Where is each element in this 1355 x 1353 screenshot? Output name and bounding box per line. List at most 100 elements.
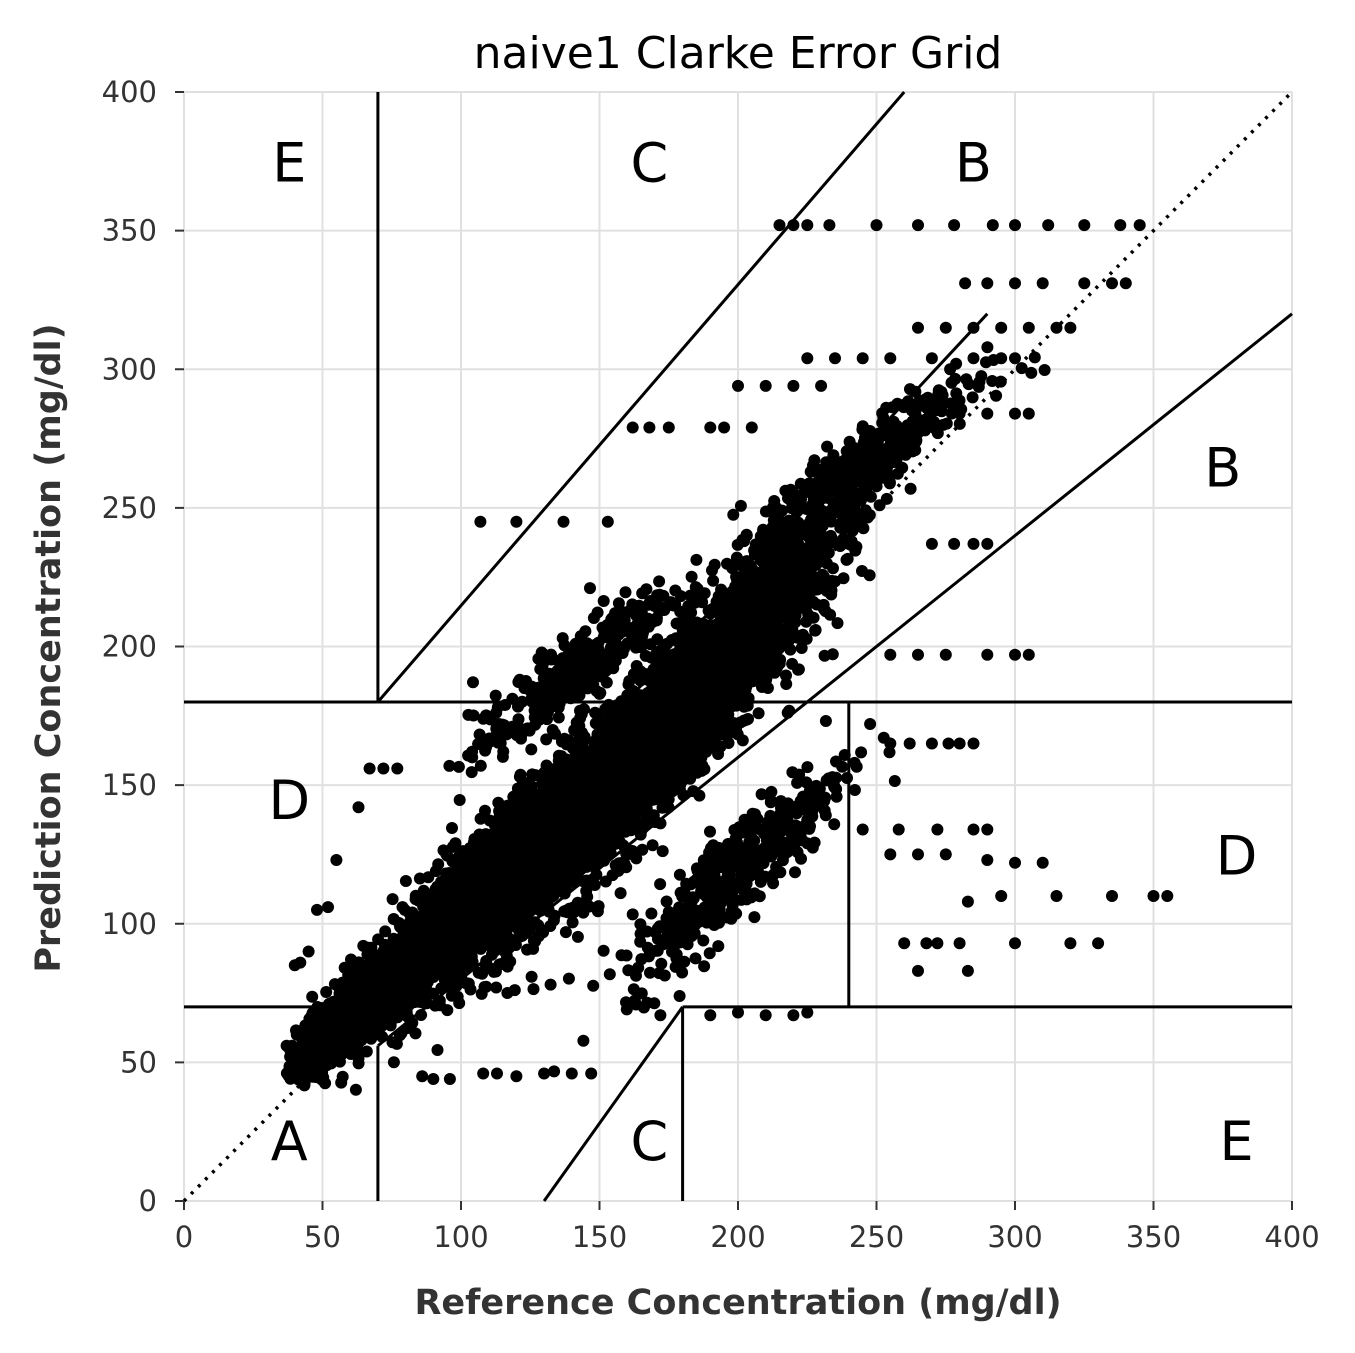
data-point-4096 [491, 932, 503, 945]
data-point-4161 [413, 872, 426, 885]
data-point-3388 [485, 941, 498, 954]
data-point-4189 [527, 903, 540, 916]
data-point-4907 [320, 986, 333, 998]
data-point-4135 [437, 844, 450, 857]
data-point-3159 [514, 768, 527, 781]
data-point-4784 [284, 1064, 297, 1077]
data-point-2285 [661, 794, 674, 807]
data-point-4186 [561, 825, 574, 838]
data-point-4178 [524, 787, 537, 799]
data-point-2579 [586, 851, 599, 864]
data-point-3777 [435, 876, 447, 888]
data-point-2401 [737, 714, 750, 727]
data-point-3047 [386, 1036, 399, 1049]
data-point-2864 [446, 822, 458, 834]
data-point-3377 [445, 989, 458, 1002]
data-point-4584 [420, 979, 433, 992]
data-point-3971 [556, 862, 569, 875]
data-point-4757 [364, 1022, 377, 1035]
data-point-2446 [614, 887, 627, 900]
data-point-4040 [460, 923, 472, 936]
data-point-1724 [714, 740, 727, 753]
data-point-4116 [436, 903, 449, 915]
data-point-285 [577, 906, 590, 919]
data-point-2547 [700, 745, 713, 758]
data-point-1025 [566, 916, 579, 929]
data-point-2546 [656, 845, 669, 858]
data-point-1786 [826, 648, 839, 661]
data-point-4172 [452, 851, 465, 864]
data-point-1821 [472, 966, 485, 979]
data-point-4787 [396, 901, 409, 914]
data-point-2476 [547, 889, 560, 902]
data-point-2565 [501, 960, 514, 973]
data-point-1636 [349, 1083, 362, 1096]
data-point-3758 [434, 999, 446, 1012]
data-point-3023 [565, 850, 578, 863]
data-point-4610 [455, 906, 468, 919]
data-point-4917 [442, 953, 455, 966]
data-point-2550 [795, 642, 808, 654]
data-point-4196 [467, 904, 479, 917]
data-point-1002 [571, 930, 584, 943]
data-point-3708 [464, 952, 477, 965]
data-point-1479 [409, 1027, 422, 1040]
data-point-4167 [416, 889, 429, 902]
data-point-4248 [336, 1070, 349, 1083]
data-point-2557 [587, 840, 600, 853]
data-point-4867 [488, 874, 501, 887]
data-point-3978 [524, 883, 537, 896]
data-point-262 [527, 983, 540, 996]
data-point-4174 [445, 964, 458, 977]
data-point-1979 [525, 970, 538, 983]
data-point-2395 [593, 711, 606, 724]
data-point-1144 [521, 943, 534, 956]
data-point-2237 [581, 890, 594, 903]
data-point-444 [431, 1044, 444, 1056]
data-point-923 [646, 839, 659, 852]
data-point-4738 [338, 961, 351, 974]
data-point-4122 [478, 884, 491, 897]
data-point-1884 [559, 926, 572, 939]
data-point-1249 [636, 843, 649, 856]
data-point-4180 [544, 864, 557, 877]
data-point-3895 [471, 835, 484, 848]
data-point-4105 [498, 802, 511, 815]
data-point-4112 [512, 911, 525, 924]
chart-title: naive1 Clarke Error Grid [474, 28, 1003, 79]
data-point-2536 [548, 909, 561, 922]
data-point-1954 [464, 983, 477, 996]
data-point-3420 [529, 769, 542, 782]
data-point-3107 [379, 925, 392, 938]
data-point-4185 [493, 850, 506, 862]
data-point-2253 [544, 920, 557, 932]
data-point-1945 [490, 981, 503, 994]
data-point-4160 [489, 923, 502, 935]
data-point-4137 [465, 882, 478, 895]
data-point-4159 [514, 855, 527, 868]
data-point-1777 [480, 980, 493, 993]
data-point-3564 [420, 997, 433, 1010]
data-point-522 [562, 972, 575, 985]
data-point-4136 [411, 995, 424, 1008]
data-point-2124 [620, 861, 633, 874]
data-point-4138 [488, 910, 501, 923]
data-point-3958 [400, 1006, 413, 1018]
data-point-4193 [485, 858, 498, 871]
data-point-3289 [372, 933, 385, 946]
data-point-2347 [567, 901, 580, 914]
data-point-1845 [529, 935, 542, 948]
data-point-2111 [453, 794, 466, 806]
data-point-4134 [503, 853, 516, 866]
data-point-2185 [591, 905, 604, 918]
data-point-4154 [499, 896, 512, 909]
data-point-2581 [731, 728, 744, 741]
data-point-4939 [422, 960, 435, 973]
data-point-3063 [599, 703, 612, 716]
data-point-4298 [365, 1032, 378, 1045]
data-point-2450 [561, 878, 574, 891]
data-point-4145 [467, 891, 480, 904]
data-point-2409 [640, 809, 653, 822]
data-point-4861 [424, 908, 437, 921]
